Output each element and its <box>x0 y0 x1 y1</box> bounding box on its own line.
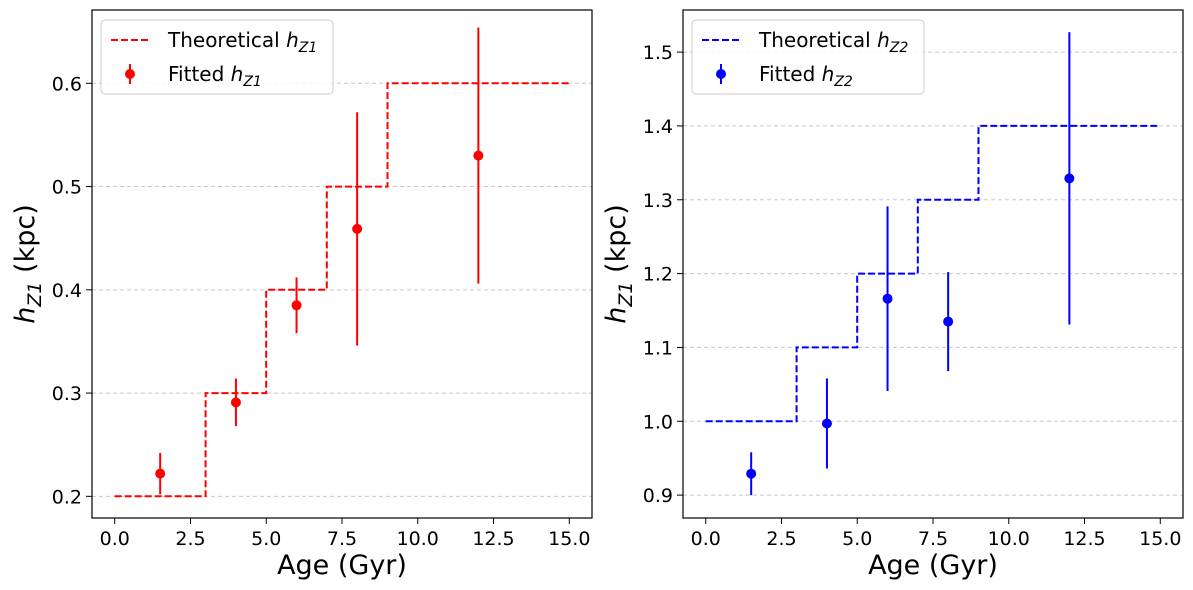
legend-label-subscript: Z1 <box>242 74 262 90</box>
fitted-data-point <box>291 300 302 311</box>
legend-fitted-swatch <box>125 69 135 79</box>
legend-theoretical-label: Theoretical hZ2 <box>758 28 908 56</box>
y-tick-label: 0.6 <box>52 73 82 95</box>
x-tick-label: 7.5 <box>327 528 357 550</box>
fitted-data-point <box>821 418 832 429</box>
fitted-data-point <box>746 468 757 479</box>
y-tick-label: 1.4 <box>643 116 673 138</box>
y-axis-title-unit: (kpc) <box>601 204 632 281</box>
y-tick-label: 1.0 <box>643 411 673 433</box>
x-tick-label: 12.5 <box>472 528 514 550</box>
y-axis-title-symbol: h <box>601 307 632 324</box>
y-axis-title-subscript: Z1 <box>24 282 46 308</box>
y-axis-title-unit: (kpc) <box>10 204 41 281</box>
x-axis-title: Age (Gyr) <box>868 550 998 581</box>
fitted-data-point <box>352 223 363 234</box>
y-tick-label: 0.9 <box>643 485 673 507</box>
legend-label-symbol: h <box>231 62 244 86</box>
x-tick-label: 5.0 <box>842 528 872 550</box>
x-tick-label: 15.0 <box>548 528 590 550</box>
legend-label-text: Theoretical <box>167 28 286 52</box>
y-axis-title: hZ1 (kpc) <box>10 204 46 324</box>
x-tick-label: 10.0 <box>397 528 439 550</box>
y-tick-label: 1.3 <box>643 190 673 212</box>
y-axis-title-symbol: h <box>10 307 41 324</box>
legend-label-subscript: Z2 <box>889 40 909 56</box>
legend-label-symbol: h <box>286 28 299 52</box>
legend-label-text: Theoretical <box>758 28 877 52</box>
legend-fitted-label: Fitted hZ1 <box>168 62 262 90</box>
x-axis-title: Age (Gyr) <box>277 550 407 581</box>
fitted-data-point <box>230 397 241 408</box>
x-tick-label: 12.5 <box>1063 528 1105 550</box>
legend-label-symbol: h <box>877 28 890 52</box>
legend-box <box>100 19 334 95</box>
fitted-data-point <box>882 293 893 304</box>
fitted-data-point <box>1064 173 1075 184</box>
fitted-data-point <box>473 150 484 161</box>
x-tick-label: 0.0 <box>100 528 130 550</box>
legend-label-text: Fitted <box>168 62 231 86</box>
legend-theoretical-label: Theoretical hZ1 <box>167 28 317 56</box>
legend-label-symbol: h <box>822 62 835 86</box>
fitted-data-point <box>943 316 954 327</box>
legend-box <box>691 19 925 95</box>
y-tick-label: 0.5 <box>52 177 82 199</box>
y-tick-label: 0.2 <box>52 486 82 508</box>
y-tick-label: 1.5 <box>643 42 673 64</box>
x-tick-label: 5.0 <box>251 528 281 550</box>
x-tick-label: 0.0 <box>691 528 721 550</box>
y-tick-label: 0.3 <box>52 383 82 405</box>
theoretical-step-line <box>114 82 570 498</box>
y-tick-label: 1.1 <box>643 337 673 359</box>
x-tick-label: 10.0 <box>988 528 1030 550</box>
x-tick-label: 7.5 <box>918 528 948 550</box>
x-tick-label: 15.0 <box>1139 528 1181 550</box>
y-axis-title-subscript: Z1 <box>615 282 637 308</box>
chart-panel-1: 0.0 2.5 5.0 7.5 10.0 12.5 15.0 0.2 0.3 0.4 0.5 0.6 A… <box>10 9 593 581</box>
legend-fitted-swatch <box>716 69 726 79</box>
legend-label-subscript: Z1 <box>298 40 318 56</box>
chart-panel-2: 0.0 2.5 5.0 7.5 10.0 12.5 15.0 0.9 1.0 1.1 1.2 1.3 1… <box>601 9 1184 581</box>
legend-fitted-label: Fitted hZ2 <box>759 62 853 90</box>
y-tick-label: 1.2 <box>643 264 673 286</box>
legend-label-subscript: Z2 <box>833 74 853 90</box>
x-tick-label: 2.5 <box>175 528 205 550</box>
x-tick-label: 2.5 <box>766 528 796 550</box>
fitted-data-point <box>155 468 166 479</box>
legend-label-text: Fitted <box>759 62 822 86</box>
y-axis-title: hZ1 (kpc) <box>601 204 637 324</box>
theoretical-step-line <box>705 124 1161 423</box>
y-tick-label: 0.4 <box>52 280 82 302</box>
